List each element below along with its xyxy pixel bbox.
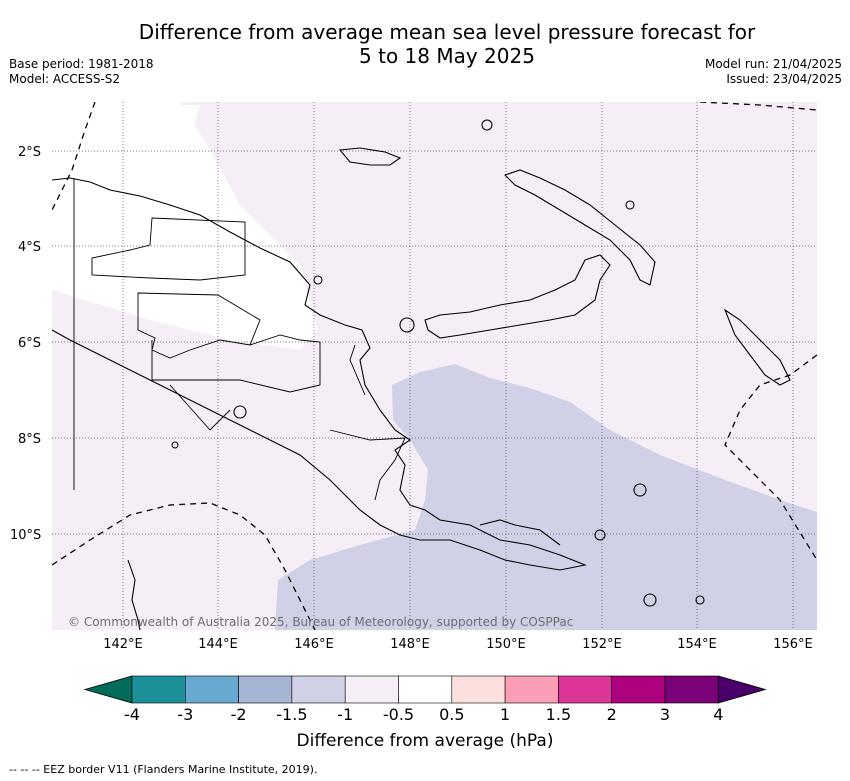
model-name: Model: ACCESS-S2 xyxy=(9,72,121,86)
lat-label: 2°S xyxy=(18,145,41,160)
eez-borders xyxy=(52,102,817,630)
colorbar-swatch xyxy=(504,675,559,704)
issued-date: Issued: 23/04/2025 xyxy=(726,72,842,86)
lon-label: 146°E xyxy=(294,637,334,652)
lon-label: 150°E xyxy=(486,637,526,652)
meta-right: Model run: 21/04/2025 Issued: 23/04/2025 xyxy=(705,57,842,87)
colorbar-swatch xyxy=(291,675,346,704)
colorbar-swatch xyxy=(238,675,293,704)
lat-label: 10°S xyxy=(10,528,41,543)
meta-left: Base period: 1981-2018 Model: ACCESS-S2 xyxy=(9,57,154,87)
anomaly-field-medium xyxy=(275,364,817,630)
colorbar-tick-label: 1.5 xyxy=(546,705,571,724)
colorbar-tick-label: -1.5 xyxy=(276,705,307,724)
anomaly-field-white-small xyxy=(140,105,200,140)
map-title: Difference from average mean sea level p… xyxy=(22,20,850,68)
model-run: Model run: 21/04/2025 xyxy=(704,57,842,71)
admin-borders xyxy=(73,178,406,501)
colorbar-swatch xyxy=(131,675,186,704)
colorbar-extend-high xyxy=(717,675,767,704)
colorbar: -4 -3 -2 -1.5 -1 -0.5 0.5 1 1.5 2 3 4 xyxy=(83,675,767,724)
colorbar-swatch xyxy=(451,675,506,704)
colorbar-tick-label: 0.5 xyxy=(439,705,464,724)
lon-label: 156°E xyxy=(773,637,813,652)
colorbar-swatch xyxy=(558,675,613,704)
colorbar-tick-label: 3 xyxy=(660,705,670,724)
colorbar-tick-label: 2 xyxy=(607,705,617,724)
lon-label: 152°E xyxy=(582,637,622,652)
colorbar-swatch xyxy=(398,675,453,704)
map-area: © Commonwealth of Australia 2025, Bureau… xyxy=(52,102,817,630)
colorbar-tick-label: -4 xyxy=(124,705,140,724)
colorbar-label: Difference from average (hPa) xyxy=(296,731,554,751)
title-line-2: 5 to 18 May 2025 xyxy=(359,44,535,68)
colorbar-tick-label: 4 xyxy=(713,705,723,724)
lon-label: 154°E xyxy=(677,637,717,652)
colorbar-swatch xyxy=(611,675,666,704)
colorbar-tick-label: 1 xyxy=(500,705,510,724)
colorbar-tick-label: -0.5 xyxy=(383,705,414,724)
colorbar-swatch xyxy=(344,675,399,704)
base-period: Base period: 1981-2018 xyxy=(9,57,154,71)
colorbar-swatch xyxy=(185,675,239,704)
lon-label: 144°E xyxy=(198,637,238,652)
colorbar-tick-label: -2 xyxy=(231,705,247,724)
colorbar-tick-label: -1 xyxy=(337,705,353,724)
latitude-labels: 2°S 4°S 6°S 8°S 10°S xyxy=(10,145,41,543)
eez-footnote: -- -- -- EEZ border V11 (Flanders Marine… xyxy=(9,763,318,776)
lat-label: 8°S xyxy=(18,432,41,447)
colorbar-extend-low xyxy=(83,675,133,704)
map-copyright: © Commonwealth of Australia 2025, Bureau… xyxy=(68,615,573,629)
colorbar-tick-label: -3 xyxy=(177,705,193,724)
coastlines xyxy=(52,119,791,630)
lon-label: 148°E xyxy=(390,637,430,652)
colorbar-swatch xyxy=(664,675,719,704)
anomaly-field-white xyxy=(52,102,318,350)
lon-label: 142°E xyxy=(103,637,143,652)
longitude-labels: 142°E 144°E 146°E 148°E 150°E 152°E 154°… xyxy=(103,637,813,652)
title-line-1: Difference from average mean sea level p… xyxy=(138,20,756,44)
lat-label: 6°S xyxy=(18,336,41,351)
lat-label: 4°S xyxy=(18,240,41,255)
